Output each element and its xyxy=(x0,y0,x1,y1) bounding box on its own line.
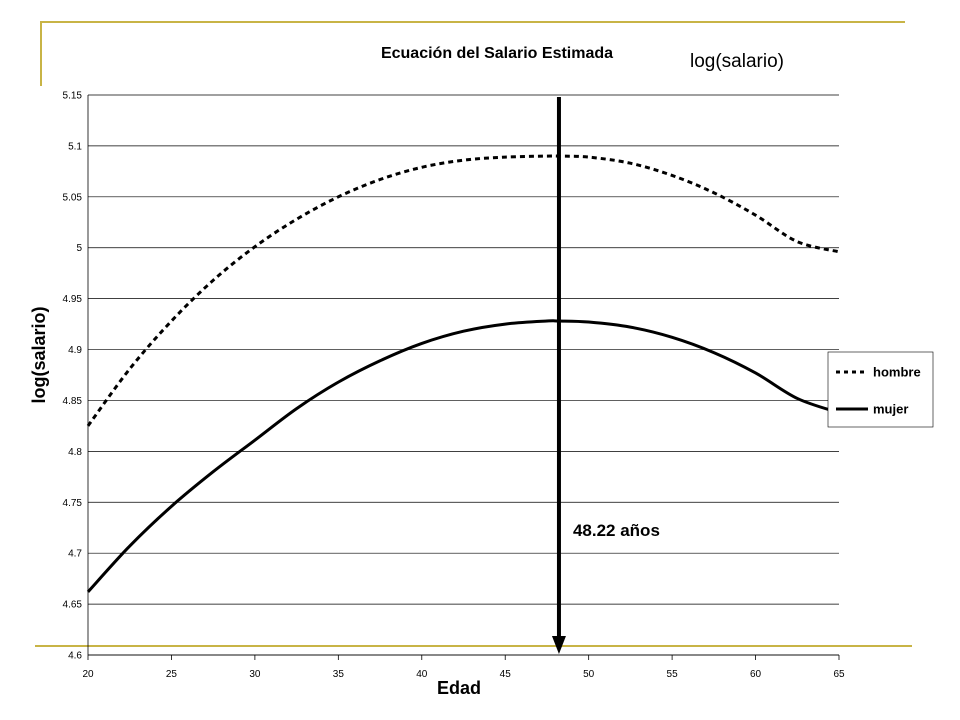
peak-age-label: 48.22 años xyxy=(573,521,660,540)
data-point-mujer xyxy=(671,337,673,339)
data-point-mujer xyxy=(129,545,131,547)
data-point-mujer xyxy=(463,330,465,332)
x-tick-label: 55 xyxy=(667,669,679,680)
y-tick-label: 4.7 xyxy=(68,549,82,560)
series-line-hombre xyxy=(86,154,840,427)
x-tick-label: 20 xyxy=(82,669,94,680)
data-point-mujer xyxy=(296,408,298,410)
gridlines xyxy=(87,94,840,660)
data-point-mujer xyxy=(796,398,798,400)
chart-title: Ecuación del Salario Estimada xyxy=(381,45,613,62)
x-tick-label: 50 xyxy=(583,669,595,680)
peak-age-annotation: 48.22 años xyxy=(551,97,660,654)
data-point-hombre xyxy=(87,425,89,427)
data-point-mujer xyxy=(87,591,89,593)
data-point-hombre xyxy=(713,192,715,194)
data-point-mujer xyxy=(338,381,340,383)
data-point-mujer xyxy=(212,471,214,473)
y-tick-label: 4.75 xyxy=(63,498,83,509)
x-tick-label: 60 xyxy=(750,669,762,680)
data-point-mujer xyxy=(504,323,506,325)
data-point-hombre xyxy=(671,175,673,177)
x-axis-title: Edad xyxy=(437,678,481,698)
data-point-hombre xyxy=(171,320,173,322)
peak-age-arrow-head xyxy=(551,636,566,654)
data-point-hombre xyxy=(588,156,590,158)
data-point-hombre xyxy=(212,280,214,282)
data-point-hombre xyxy=(254,246,256,248)
y-tick-label: 4.85 xyxy=(63,396,83,407)
legend-label-hombre: hombre xyxy=(873,364,921,379)
series-lines xyxy=(86,154,840,593)
x-tick-label: 40 xyxy=(416,669,428,680)
data-point-hombre xyxy=(129,368,131,370)
data-point-hombre xyxy=(838,251,840,253)
x-tick-label: 65 xyxy=(833,669,845,680)
y-tick-label: 5.1 xyxy=(68,141,82,152)
y-tick-label: 4.65 xyxy=(63,600,83,611)
y-tick-label: 4.9 xyxy=(68,345,82,356)
legend-label-mujer: mujer xyxy=(873,401,908,416)
data-point-mujer xyxy=(379,360,381,362)
y-axis-title: log(salario) xyxy=(29,306,49,403)
y-tick-label: 5 xyxy=(76,243,82,254)
data-point-mujer xyxy=(755,372,757,374)
x-tick-label: 30 xyxy=(249,669,261,680)
data-point-hombre xyxy=(338,196,340,198)
legend: hombre mujer xyxy=(827,351,934,428)
data-point-mujer xyxy=(588,321,590,323)
data-point-mujer xyxy=(713,352,715,354)
data-point-hombre xyxy=(630,162,632,164)
data-point-mujer xyxy=(254,439,256,441)
x-tick-label: 45 xyxy=(500,669,512,680)
y-tick-label: 4.8 xyxy=(68,447,82,458)
x-tick-label: 35 xyxy=(333,669,345,680)
data-point-hombre xyxy=(421,166,423,168)
data-point-hombre xyxy=(296,218,298,220)
legend-box xyxy=(827,351,934,428)
series-heading: log(salario) xyxy=(690,51,784,72)
data-point-mujer xyxy=(171,506,173,508)
data-point-hombre xyxy=(755,214,757,216)
series-line-mujer xyxy=(86,319,840,593)
data-point-hombre xyxy=(379,179,381,181)
data-point-hombre xyxy=(463,159,465,161)
data-point-hombre xyxy=(796,241,798,243)
x-tick-label: 25 xyxy=(166,669,178,680)
data-point-mujer xyxy=(421,343,423,345)
data-point-hombre xyxy=(504,156,506,158)
y-tick-label: 4.6 xyxy=(68,651,82,662)
y-tick-label: 4.95 xyxy=(63,294,83,305)
data-point-mujer xyxy=(546,320,548,322)
tick-labels: 4.6 4.65 4.7 4.75 4.8 4.85 4.9 4.95 5 5.05 5.1 5.15… xyxy=(63,91,845,681)
y-tick-label: 5.15 xyxy=(63,91,83,102)
data-point-hombre xyxy=(546,155,548,157)
y-tick-label: 5.05 xyxy=(63,192,83,203)
data-point-mujer xyxy=(630,326,632,328)
